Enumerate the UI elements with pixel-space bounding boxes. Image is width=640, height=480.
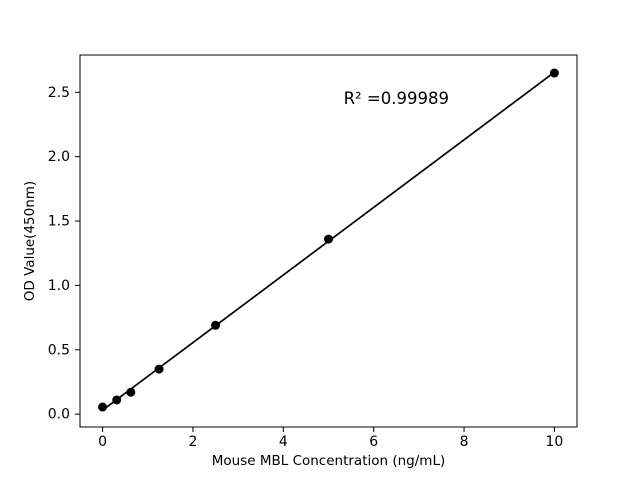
y-tick-label: 1.0	[48, 278, 70, 294]
r-squared-annotation: R² =0.99989	[344, 89, 449, 108]
data-point	[549, 68, 559, 78]
y-tick-label: 2.5	[48, 85, 70, 101]
x-tick-label: 10	[545, 434, 563, 450]
x-tick-label: 2	[188, 434, 197, 450]
y-tick-label: 0.5	[48, 342, 70, 358]
y-tick-label: 0.0	[48, 407, 70, 423]
data-point	[154, 364, 164, 374]
data-point	[98, 402, 108, 412]
x-tick-label: 6	[369, 434, 378, 450]
y-tick-label: 2.0	[48, 149, 70, 165]
y-axis-label: OD Value(450nm)	[22, 181, 38, 301]
y-tick-label: 1.5	[48, 214, 70, 230]
plot-area: 0 2 4 6 8 10 0.0 0.5 1.0 1.5 2.0 2.5	[48, 54, 578, 450]
data-point	[211, 320, 221, 330]
x-tick-label: 0	[98, 434, 107, 450]
data-point	[126, 387, 136, 397]
data-point	[324, 234, 333, 244]
data-point	[112, 395, 122, 405]
axes-spines	[79, 54, 578, 428]
x-tick-label: 4	[279, 434, 288, 450]
x-tick-label: 8	[460, 434, 469, 450]
x-axis-label: Mouse MBL Concentration (ng/mL)	[212, 453, 446, 469]
